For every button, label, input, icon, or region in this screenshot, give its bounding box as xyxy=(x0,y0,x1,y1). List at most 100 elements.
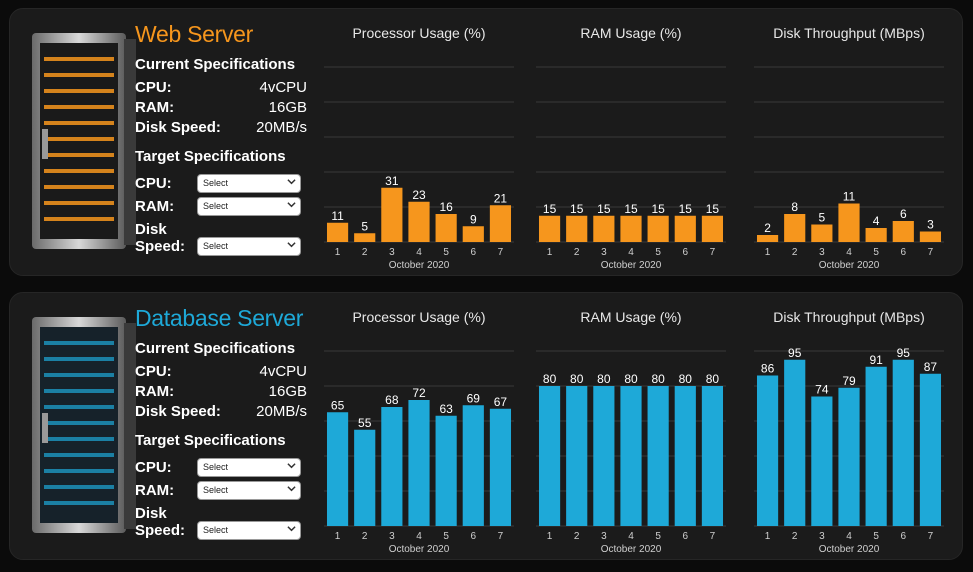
bar-3 xyxy=(593,386,615,526)
tick-label: 7 xyxy=(498,531,504,542)
disk-label-line2: Speed: xyxy=(135,522,186,539)
data-label: 80 xyxy=(706,372,720,386)
web-server-panel: Web Server Current Specifications CPU: 4… xyxy=(9,8,963,276)
bar-1 xyxy=(326,412,349,526)
web-disk-chart-svg: 2 1 8 2 5 3 11 4 4 5 6 6 3 7 October 2020 xyxy=(754,66,944,271)
x-axis-label: October 2020 xyxy=(819,544,880,555)
ram-label: RAM: xyxy=(135,99,175,116)
chevron-down-icon xyxy=(287,463,296,469)
tick-label: 5 xyxy=(443,531,449,542)
bar-5 xyxy=(647,386,669,526)
data-label: 31 xyxy=(385,174,399,188)
data-label: 80 xyxy=(651,372,665,386)
bar-4 xyxy=(838,203,860,242)
web-disk-chart: Disk Throughput (MBps) 2 1 8 2 5 3 11 4 4 5 6 6 3 7 Oc… xyxy=(744,9,954,275)
bar-5 xyxy=(865,228,887,242)
bar-2 xyxy=(784,214,806,242)
target-ram-select[interactable]: Select xyxy=(197,197,301,216)
tick-label: 1 xyxy=(547,247,553,258)
target-ram-select[interactable]: Select xyxy=(197,481,301,500)
tick-label: 4 xyxy=(846,247,852,258)
data-label: 3 xyxy=(927,218,934,232)
bar-4 xyxy=(620,386,642,526)
chart-title: Disk Throughput (MBps) xyxy=(773,309,925,325)
tick-label: 5 xyxy=(443,247,449,258)
chart-title: Processor Usage (%) xyxy=(352,25,486,41)
target-disk-label: Disk Speed: xyxy=(135,221,185,255)
select-value: Select xyxy=(203,178,229,188)
bar-6 xyxy=(674,215,696,242)
tick-label: 3 xyxy=(389,531,395,542)
bar-7 xyxy=(701,386,724,526)
tick-label: 4 xyxy=(628,247,634,258)
data-label: 80 xyxy=(543,372,557,386)
tick-label: 6 xyxy=(901,247,907,258)
bar-7 xyxy=(489,408,512,526)
data-label: 80 xyxy=(624,372,638,386)
bar-6 xyxy=(462,226,484,242)
bar-2 xyxy=(354,233,376,242)
select-value: Select xyxy=(203,241,229,251)
bar-7 xyxy=(919,231,942,242)
tick-label: 7 xyxy=(710,531,716,542)
bar-5 xyxy=(865,366,887,526)
cpu-value: 4vCPU xyxy=(259,363,307,380)
x-axis-label: October 2020 xyxy=(601,260,662,271)
data-label: 9 xyxy=(470,212,477,226)
tick-label: 1 xyxy=(335,247,341,258)
tick-label: 6 xyxy=(901,531,907,542)
data-label: 63 xyxy=(439,402,453,416)
tick-label: 3 xyxy=(389,247,395,258)
cpu-label: CPU: xyxy=(135,363,172,380)
target-disk-select[interactable]: Select xyxy=(197,521,301,540)
tick-label: 4 xyxy=(628,531,634,542)
tick-label: 7 xyxy=(710,247,716,258)
data-label: 5 xyxy=(819,211,826,225)
db-disk-chart: Disk Throughput (MBps) 86 1 95 2 74 3 79 4 91 5 95… xyxy=(744,293,954,559)
current-disk-row: Disk Speed: 20MB/s xyxy=(135,403,307,420)
data-label: 5 xyxy=(361,219,368,233)
chevron-down-icon xyxy=(287,242,296,248)
data-label: 80 xyxy=(597,372,611,386)
target-cpu-select[interactable]: Select xyxy=(197,174,301,193)
select-value: Select xyxy=(203,201,229,211)
tick-label: 1 xyxy=(765,247,771,258)
current-specs-heading: Current Specifications xyxy=(135,56,296,73)
bar-1 xyxy=(538,386,561,526)
disk-label-line2: Speed: xyxy=(135,238,186,255)
bar-4 xyxy=(620,215,642,242)
bar-6 xyxy=(892,221,914,242)
tick-label: 7 xyxy=(928,247,934,258)
data-label: 2 xyxy=(764,221,771,235)
chart-title: Disk Throughput (MBps) xyxy=(773,25,925,41)
chart-title: RAM Usage (%) xyxy=(580,25,682,41)
data-label: 55 xyxy=(358,416,372,430)
tick-label: 5 xyxy=(655,531,661,542)
bar-5 xyxy=(435,214,457,242)
tick-label: 2 xyxy=(574,247,580,258)
bar-5 xyxy=(435,415,457,526)
data-label: 21 xyxy=(494,191,508,205)
target-ram-label: RAM: xyxy=(135,482,175,499)
bar-6 xyxy=(674,386,696,526)
data-label: 15 xyxy=(651,202,665,216)
tick-label: 6 xyxy=(683,247,689,258)
target-specs-heading: Target Specifications xyxy=(135,148,286,165)
target-disk-select[interactable]: Select xyxy=(197,237,301,256)
chart-title: Processor Usage (%) xyxy=(352,309,486,325)
disk-label-line1: Disk xyxy=(135,505,167,522)
web-ram-chart: RAM Usage (%) 15 1 15 2 15 3 15 4 15 5 15 6 15 7 Octob… xyxy=(526,9,736,275)
target-cpu-select[interactable]: Select xyxy=(197,458,301,477)
tick-label: 3 xyxy=(601,247,607,258)
data-label: 95 xyxy=(897,346,911,360)
data-label: 11 xyxy=(843,190,856,204)
database-server-panel: Database Server Current Specifications C… xyxy=(9,292,963,560)
bar-3 xyxy=(593,215,615,242)
bar-4 xyxy=(408,400,430,526)
bar-2 xyxy=(566,386,588,526)
disk-label: Disk Speed: xyxy=(135,119,221,136)
current-cpu-row: CPU: 4vCPU xyxy=(135,363,307,380)
tick-label: 2 xyxy=(362,247,368,258)
bar-6 xyxy=(462,405,484,526)
tick-label: 2 xyxy=(792,247,798,258)
